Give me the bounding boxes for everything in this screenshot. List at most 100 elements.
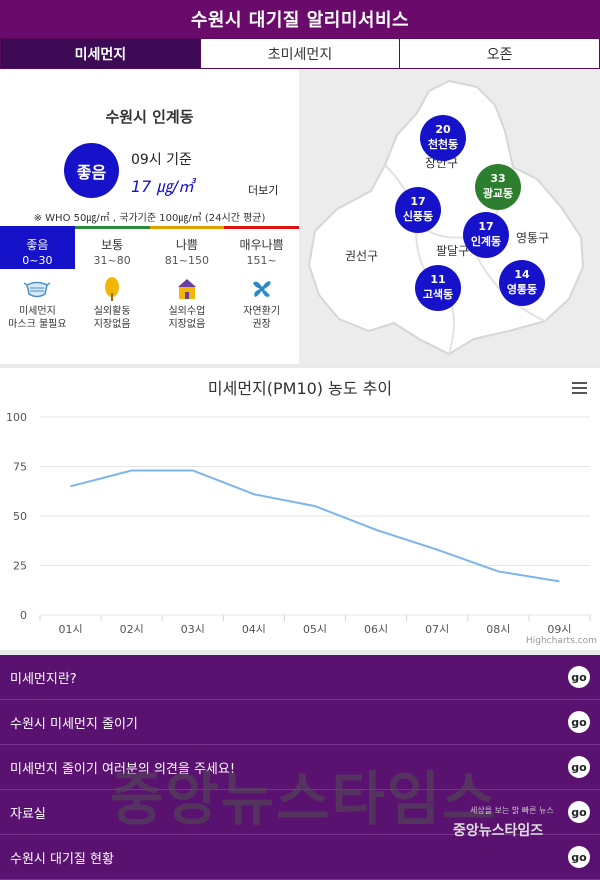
station-value: 11	[430, 273, 446, 286]
list-item-label: 자료실	[10, 806, 46, 822]
action-line: 지장없음	[93, 319, 131, 330]
station-name: 영통동	[506, 283, 538, 296]
station-cheoncheon[interactable]: 20 천천동	[420, 115, 466, 161]
station-name: 신풍동	[402, 210, 434, 223]
chart-plot: 0 25 50 75 100 01시 02시 03시 04시 05시 06시 07시 08시 09시	[6, 411, 591, 633]
measure-time: 09시 기준	[131, 152, 192, 168]
y-tick-label: 100	[6, 411, 27, 424]
station-gwanggyo[interactable]: 33 광교동	[475, 164, 521, 210]
list-item-what-is-pm[interactable]: 미세먼지란? go	[0, 655, 600, 700]
level-range: 151~	[246, 254, 277, 267]
suwon-map-shape	[307, 79, 585, 356]
x-tick-label: 04시	[242, 623, 266, 633]
level-range: 31~80	[93, 254, 131, 267]
list-item-feedback[interactable]: 미세먼지 줄이기 여러분의 의견을 주세요! go	[0, 745, 600, 790]
x-tick-label: 08시	[486, 623, 510, 633]
list-item-air-status[interactable]: 수원시 대기질 현황 go	[0, 835, 600, 880]
station-gosaek[interactable]: 11 고색동	[415, 265, 461, 311]
go-button[interactable]: go	[568, 666, 590, 688]
x-tick-label: 01시	[58, 623, 82, 633]
go-button[interactable]: go	[568, 756, 590, 778]
tree-icon	[105, 277, 120, 301]
level-name: 매우나쁨	[239, 238, 284, 252]
level-normal: 보통 31~80	[74, 226, 150, 269]
station-name: 고색동	[422, 288, 454, 301]
level-range: 81~150	[164, 254, 209, 267]
station-name: 천천동	[427, 138, 459, 151]
action-line: 실외수업	[168, 306, 206, 317]
more-link[interactable]: 더보기	[248, 184, 279, 197]
level-good: 좋음 0~30	[0, 226, 75, 269]
action-line: 마스크 불필요	[8, 319, 67, 330]
pollutant-tabs: 미세먼지 초미세먼지 오존	[0, 38, 600, 78]
level-name: 나쁨	[175, 238, 198, 252]
station-sinpung[interactable]: 17 신풍동	[395, 187, 441, 233]
station-ingye[interactable]: 17 인계동	[463, 212, 509, 258]
district-paldal: 팔달구	[436, 244, 470, 258]
measure-value: 17 ㎍/㎥	[131, 177, 194, 196]
x-tick-label: 07시	[425, 623, 449, 633]
series-line	[70, 469, 560, 583]
x-tick-label: 05시	[303, 623, 327, 633]
station-map: 장안구 권선구 팔달구 영통구 20 천천동 33 광교동 17 신풍동 17 …	[299, 69, 600, 364]
x-tick-label: 02시	[120, 623, 144, 633]
standard-note: ※ WHO 50㎍/㎥ , 국가기준 100㎍/㎥ (24시간 평균)	[33, 213, 266, 224]
station-yeongtong[interactable]: 14 영통동	[499, 260, 545, 306]
station-value: 14	[514, 268, 530, 281]
action-line: 자연환기	[243, 306, 281, 317]
station-name: 인계동	[470, 235, 502, 248]
watermark-slogan: 세상을 보는 밝 빠른 뉴스	[470, 806, 554, 815]
y-tick-label: 50	[13, 510, 27, 523]
grade-badge: 좋음	[64, 143, 119, 198]
location-title: 수원시 인계동	[105, 108, 194, 126]
station-value: 33	[490, 172, 506, 185]
action-guide: 미세먼지 마스크 불필요 실외활동 지장없음 실외수업 지장없음	[0, 277, 299, 331]
level-legend: 좋음 0~30 보통 31~80 나쁨 81~150 매우나쁨 151~	[0, 226, 299, 269]
action-line: 지장없음	[168, 319, 206, 330]
list-item-label: 미세먼지 줄이기 여러분의 의견을 주세요!	[10, 761, 236, 777]
chart-menu-icon[interactable]	[572, 382, 587, 397]
district-gwonseon: 권선구	[345, 249, 379, 263]
station-name: 광교동	[482, 187, 514, 200]
level-range: 0~30	[22, 254, 53, 267]
app-header: 수원시 대기질 알리미서비스	[0, 0, 600, 38]
mask-icon	[24, 281, 51, 298]
go-button[interactable]: go	[568, 711, 590, 733]
status-panel: 수원시 인계동 좋음 09시 기준 17 ㎍/㎥ 더보기 ※ WHO 50㎍/㎥…	[0, 69, 299, 364]
y-tick-label: 25	[13, 560, 27, 573]
list-item-reduce[interactable]: 수원시 미세먼지 줄이기 go	[0, 700, 600, 745]
level-name: 보통	[101, 238, 124, 252]
action-mask: 미세먼지 마스크 불필요	[0, 277, 75, 331]
tab-pm10[interactable]: 미세먼지	[0, 38, 201, 78]
school-icon	[177, 279, 196, 299]
level-very-bad: 매우나쁨 151~	[224, 226, 299, 269]
list-item-archive[interactable]: 자료실 go	[0, 790, 600, 835]
chart-credit[interactable]: Highcharts.com	[526, 636, 597, 646]
action-line: 실외활동	[93, 306, 131, 317]
tab-pm25[interactable]: 초미세먼지	[200, 38, 401, 69]
y-tick-label: 75	[13, 461, 27, 474]
station-value: 17	[478, 220, 494, 233]
station-value: 20	[435, 123, 451, 136]
page-title: 수원시 대기질 알리미서비스	[190, 10, 410, 31]
action-line: 권장	[252, 319, 271, 330]
go-button[interactable]: go	[568, 846, 590, 868]
level-bad: 나쁨 81~150	[149, 226, 225, 269]
tab-ozone[interactable]: 오존	[400, 38, 600, 69]
action-class: 실외수업 지장없음	[150, 277, 225, 331]
trend-chart: 미세먼지(PM10) 농도 추이 0 25 50 75 100 01시 02시 03시 04시 0…	[0, 368, 600, 650]
link-list: 미세먼지란? go 수원시 미세먼지 줄이기 go 미세먼지 줄이기 여러분의 …	[0, 655, 600, 880]
fan-icon	[252, 281, 271, 297]
level-name: 좋음	[26, 238, 49, 252]
list-item-label: 미세먼지란?	[10, 671, 77, 687]
x-tick-label: 09시	[547, 623, 571, 633]
station-value: 17	[410, 195, 426, 208]
x-tick-label: 03시	[181, 623, 205, 633]
chart-title: 미세먼지(PM10) 농도 추이	[207, 379, 393, 398]
action-line: 미세먼지	[18, 306, 56, 317]
go-button[interactable]: go	[568, 801, 590, 823]
district-yeongtong: 영통구	[516, 231, 550, 245]
x-tick-label: 06시	[364, 623, 388, 633]
watermark-brand: 중앙뉴스타임즈	[453, 823, 544, 839]
y-tick-label: 0	[20, 609, 27, 622]
